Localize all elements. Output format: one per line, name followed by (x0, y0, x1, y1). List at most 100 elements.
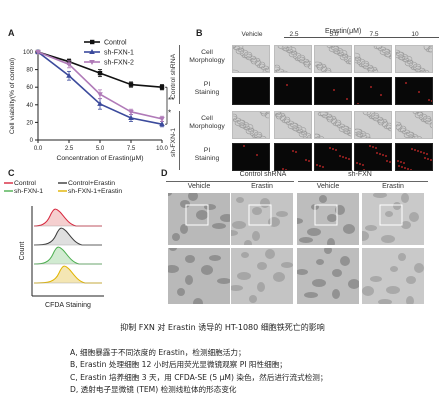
cell-morphology-image (354, 45, 392, 73)
mitochondrion-shape (172, 233, 180, 241)
mitochondrion-shape (327, 214, 337, 222)
data-point-triangle-down (128, 109, 134, 115)
data-point-triangle (128, 115, 134, 120)
cell-outline (355, 128, 363, 134)
micrograph-texture (355, 46, 391, 72)
y-axis-label: Count (19, 242, 26, 261)
micrograph-texture (286, 84, 288, 86)
cell-outline (396, 121, 402, 127)
cell-morphology-image (314, 111, 352, 139)
mitochondrion-shape (231, 230, 238, 236)
cell-outline (289, 122, 299, 128)
mitochondrion-shape (362, 286, 374, 296)
mitochondrion-shape (193, 298, 203, 304)
cell-outline (359, 132, 371, 138)
micrograph-texture (275, 112, 311, 138)
pi-positive-dot (286, 84, 288, 86)
mitochondrion-shape (188, 193, 198, 201)
cell-outline (315, 133, 321, 138)
cell-outline (340, 125, 350, 131)
mitochondrion-shape (297, 218, 303, 224)
figure: A 0 20 40 60 80 100 0.0 2.5 5.0 7.5 10.0 Concentrat… (4, 28, 439, 309)
mitochondrion-shape (249, 295, 257, 303)
pi-staining-image (395, 143, 433, 171)
pi-positive-dot (369, 145, 371, 147)
pi-positive-dot (348, 158, 350, 160)
legend-label: Control+Erastin (68, 180, 115, 187)
cell-outline (429, 121, 432, 129)
cell-outline (320, 65, 328, 72)
group-header-sh-fxn: sh-FXN (348, 171, 372, 178)
data-point-triangle-down (159, 116, 165, 122)
cell-morphology-image (314, 45, 352, 73)
pi-positive-dot (380, 94, 382, 96)
cell-outline (260, 112, 268, 117)
data-point-triangle (97, 100, 103, 106)
legend-marker (89, 60, 95, 65)
pi-positive-dot (363, 169, 365, 170)
tem-texture (362, 193, 419, 243)
pi-positive-dot (428, 99, 430, 101)
cell-outline (332, 47, 344, 55)
row-label-0: Cell Morphology (184, 49, 230, 65)
mitochondrion-shape (362, 231, 369, 241)
data-point-triangle-down (97, 92, 103, 98)
pi-staining-image (274, 77, 312, 105)
pi-positive-dot (407, 168, 409, 170)
x-axis-label: CFDA Staining (45, 302, 91, 309)
cell-outline (325, 115, 337, 121)
mitochondrion-shape (393, 202, 401, 210)
micrograph-texture (275, 46, 311, 72)
cell-outline (233, 113, 238, 121)
cell-outline (233, 69, 240, 72)
y-tick-label: 80 (26, 68, 33, 74)
row-label-2: Cell Morphology (184, 115, 230, 131)
data-point-triangle (66, 72, 72, 78)
pi-positive-dot (356, 162, 358, 164)
pi-positive-dot (404, 167, 406, 169)
caption-title: 抑制 FXN 对 Erastin 诱导的 HT-1080 细胞铁死亡的影响 (120, 323, 325, 332)
mitochondrion-shape (237, 272, 251, 280)
cell-outline (305, 136, 311, 138)
pi-positive-dot (403, 162, 405, 164)
panel-d-letter: D (161, 168, 168, 178)
mitochondrion-shape (276, 211, 288, 217)
pi-positive-dot (400, 161, 402, 163)
pi-positive-dot (319, 165, 321, 167)
mitochondrion-shape (304, 292, 318, 298)
mitochondrion-shape (257, 282, 265, 292)
legend-label: sh-FXN-1 (104, 50, 134, 57)
pi-positive-dot (426, 153, 428, 155)
pi-staining-image (274, 143, 312, 171)
pi-positive-dot (411, 148, 413, 150)
x-tick-label: 5.0 (96, 146, 105, 152)
column-header-4: 10 (411, 31, 419, 38)
significance-label: * (168, 108, 171, 117)
mitochondrion-shape (381, 235, 395, 243)
tem-overview-image (168, 193, 230, 245)
row-label-1: PI Staining (184, 81, 230, 97)
y-tick-label: 60 (26, 85, 33, 91)
zoom-region-box (185, 204, 209, 226)
flow-histogram: Control Control+Erastin sh-FXN-1 sh-FXN-1+E… (4, 180, 122, 309)
mitochondrion-shape (177, 288, 185, 296)
mitochondrion-shape (386, 286, 400, 294)
mitochondrion-shape (220, 214, 230, 222)
cell-morphology-image (232, 45, 270, 73)
mitochondrion-shape (244, 240, 252, 245)
panel-c-letter: C (8, 168, 15, 178)
pi-positive-dot (333, 89, 335, 91)
histogram-fill (34, 209, 102, 226)
pi-positive-dot (410, 169, 412, 170)
micrograph-texture (333, 89, 348, 100)
cell-outline (366, 66, 378, 72)
erastin-header-line (284, 37, 439, 38)
cell-outline (253, 131, 263, 138)
histogram-curve (33, 246, 102, 265)
mitochondrion-shape (168, 193, 172, 196)
tem-texture (231, 197, 288, 245)
pi-positive-dot (431, 100, 432, 102)
caption-lines: A, 细胞暴露于不同浓度的 Erastin，检测细胞活力； B, Erastin… (70, 347, 327, 397)
mitochondrion-shape (185, 275, 193, 285)
y-tick-label: 100 (23, 50, 34, 56)
